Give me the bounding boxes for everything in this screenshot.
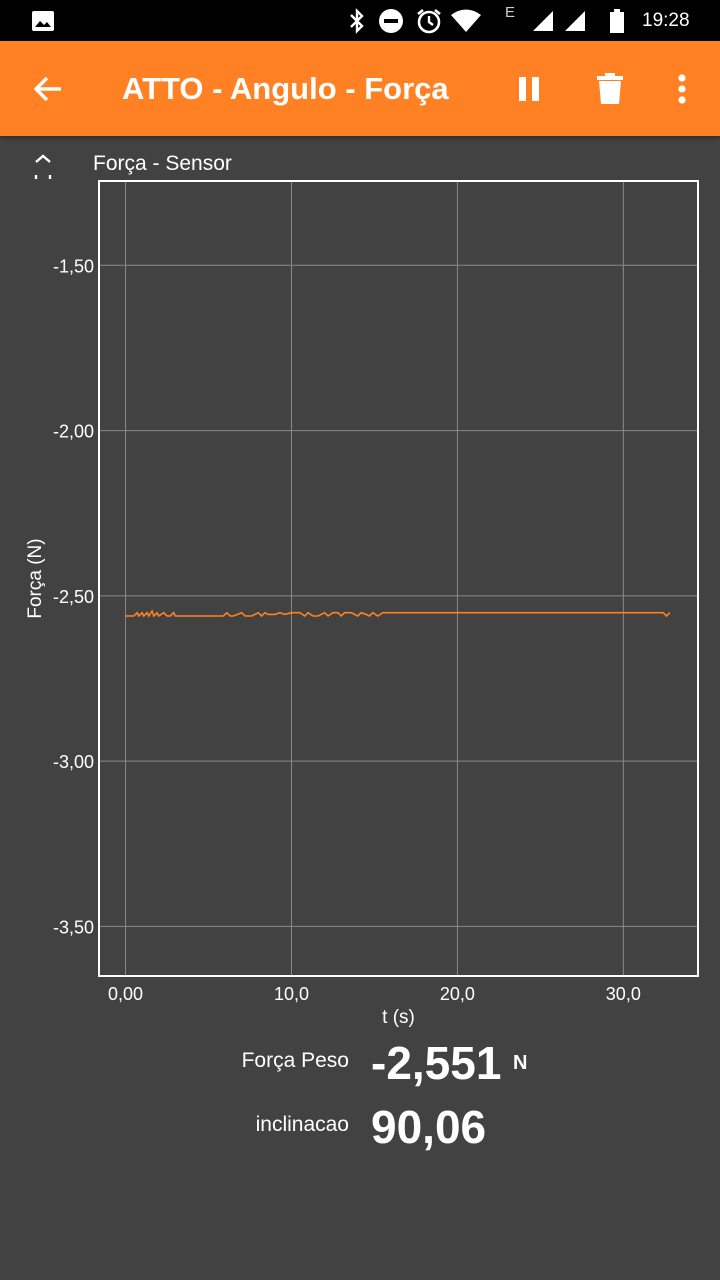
status-time: 19:28: [642, 9, 690, 31]
wifi-icon: [450, 0, 482, 41]
inclination-label: inclinacao: [255, 1113, 349, 1136]
more-vert-icon: [678, 73, 686, 104]
battery-icon: [609, 0, 625, 41]
y-tick-label: -3,00: [53, 752, 94, 772]
image-icon: [31, 0, 55, 41]
force-series-line: [125, 609, 671, 618]
more-options-button[interactable]: [662, 41, 702, 136]
x-tick-label: 20,0: [440, 984, 475, 1004]
inclination-value: 90,06: [371, 1101, 487, 1153]
plot-frame: [98, 180, 699, 977]
y-tick-label: -2,50: [53, 587, 94, 607]
back-button[interactable]: [20, 41, 76, 136]
delete-icon: [597, 72, 623, 104]
signal-icon: [531, 0, 555, 41]
y-tick-label: -3,50: [53, 917, 94, 937]
force-chart[interactable]: -1,50 -2,00 -2,50 -3,00 -3,50 0,00 10,0 20,0 30,…: [0, 0, 720, 1040]
pause-icon: [519, 76, 539, 101]
alarm-icon: [415, 0, 443, 41]
x-tick-label: 0,00: [108, 984, 143, 1004]
delete-button[interactable]: [586, 41, 634, 136]
force-weight-unit: N: [513, 1052, 528, 1074]
app-bar: ATTO - Angulo - Força: [0, 41, 720, 136]
x-tick-label: 30,0: [606, 984, 641, 1004]
do-not-disturb-icon: [378, 0, 404, 41]
network-type-label: E: [505, 4, 516, 21]
y-tick-label: -1,50: [53, 256, 94, 276]
x-axis-label: t (s): [382, 1007, 415, 1028]
signal-icon: [563, 0, 587, 41]
status-bar: E 19:28: [0, 0, 720, 41]
expand-graph-button[interactable]: [28, 152, 58, 184]
pause-button[interactable]: [505, 41, 553, 136]
expand-icon: [34, 154, 52, 179]
back-arrow-icon: [33, 76, 61, 101]
x-tick-label: 10,0: [274, 984, 309, 1004]
force-weight-value: -2,551: [371, 1037, 502, 1089]
force-weight-label: Força Peso: [241, 1049, 349, 1072]
bluetooth-icon: [347, 0, 367, 41]
chart-title: Força - Sensor: [93, 152, 232, 175]
y-axis-label: Força (N): [25, 538, 46, 618]
y-tick-label: -2,00: [53, 422, 94, 442]
app-title: ATTO - Angulo - Força: [122, 71, 449, 106]
